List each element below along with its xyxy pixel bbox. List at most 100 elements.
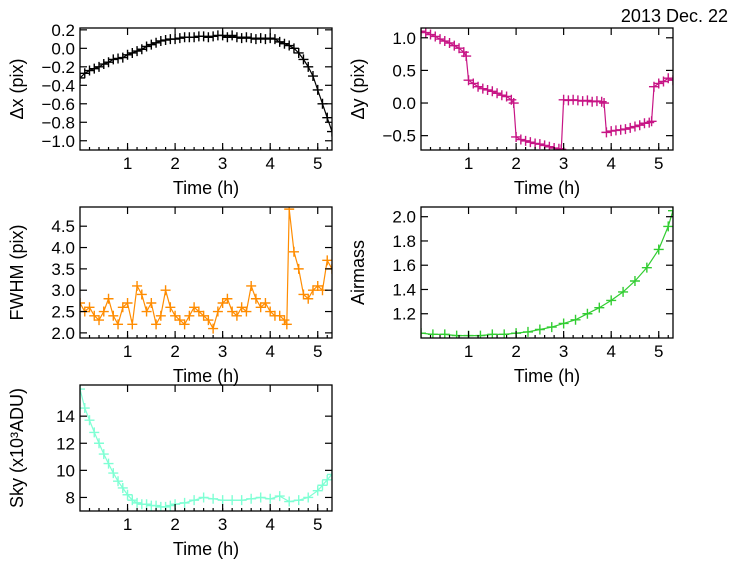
- dx-point: [127, 47, 138, 58]
- sky-point: [89, 427, 100, 438]
- sky-point: [80, 403, 90, 414]
- airmass-point: [475, 330, 486, 338]
- fwhm-point: [136, 289, 147, 300]
- airmass-point: [629, 275, 640, 286]
- dy-point: [634, 120, 645, 131]
- dy-point: [668, 75, 673, 86]
- sky-point: [165, 500, 176, 511]
- fwhm-point: [155, 310, 166, 321]
- fwhm-point: [236, 302, 247, 313]
- airmass-point: [618, 286, 629, 297]
- fwhm-point: [165, 302, 176, 313]
- dx-xlabel: Time (h): [173, 178, 239, 198]
- fwhm-point: [132, 280, 143, 291]
- dx-point: [103, 57, 114, 68]
- fwhm-ylabel: FWHM (pix): [7, 225, 27, 321]
- fwhm-ytick-label: 3.5: [51, 260, 75, 279]
- dy-xtick-label: 3: [559, 154, 568, 173]
- fwhm-point: [312, 280, 323, 291]
- dx-point: [108, 54, 119, 65]
- fwhm-point: [141, 306, 152, 317]
- sky-point: [317, 480, 328, 491]
- dx-point: [94, 61, 105, 72]
- dx-xtick-label: 1: [123, 154, 132, 173]
- fwhm-xtick-label: 2: [170, 342, 179, 361]
- dy-point: [511, 131, 522, 142]
- dx-point: [227, 30, 238, 41]
- dx-point: [303, 61, 314, 72]
- fwhm-point: [217, 298, 228, 309]
- sky-xtick-label: 4: [265, 515, 274, 534]
- dx-point: [208, 31, 219, 42]
- fwhm-point: [322, 255, 332, 266]
- fwhm-xtick-label: 5: [313, 342, 322, 361]
- dy-point: [629, 121, 640, 132]
- fwhm-point: [174, 315, 185, 326]
- fwhm-point: [127, 319, 138, 330]
- dx-point: [279, 38, 290, 49]
- fwhm-point: [303, 293, 314, 304]
- dy-point: [487, 86, 498, 97]
- dx-markers: [80, 30, 332, 137]
- dy-point: [515, 134, 526, 145]
- dy-ytick-label: 0.5: [392, 61, 416, 80]
- fwhm-point: [208, 323, 219, 334]
- dy-point: [477, 83, 488, 94]
- sky-series-line: [80, 388, 332, 508]
- dx-point: [269, 34, 280, 45]
- dy-point: [430, 31, 441, 42]
- dx-point: [189, 32, 200, 43]
- dy-point: [625, 122, 636, 133]
- dx-point: [113, 53, 124, 64]
- sky-point: [208, 493, 219, 504]
- sky-point: [312, 485, 323, 496]
- sky-point: [132, 497, 143, 508]
- sky-point: [189, 495, 200, 506]
- fwhm-point: [255, 302, 266, 313]
- airmass-ylabel: Airmass: [348, 240, 368, 305]
- fwhm-point: [146, 298, 157, 309]
- dy-point: [421, 28, 426, 37]
- dx-xtick-label: 3: [218, 154, 227, 173]
- dx-point: [136, 44, 147, 55]
- dx-point: [231, 32, 242, 43]
- panel-airmass: 1 2 3 4 5 1.2 1.4 1.6 1.8 2.0 Time (h) Airmass: [348, 206, 674, 386]
- dx-point: [160, 35, 171, 46]
- fwhm-point: [222, 293, 233, 304]
- dx-point: [284, 40, 295, 51]
- sky-point: [98, 449, 109, 460]
- dx-point: [141, 41, 152, 52]
- dx-ytick-label: −0.6: [41, 95, 75, 114]
- dy-point: [435, 34, 446, 45]
- dx-point: [246, 33, 257, 44]
- fwhm-point: [246, 280, 257, 291]
- dy-point: [644, 117, 655, 128]
- airmass-point: [546, 322, 557, 333]
- dx-point: [274, 36, 285, 47]
- airmass-point: [641, 262, 652, 273]
- dx-point: [198, 31, 209, 42]
- fwhm-point: [151, 319, 162, 330]
- dx-xtick-label: 5: [313, 154, 322, 173]
- airmass-ytick-label: 2.0: [392, 208, 416, 227]
- sky-point: [293, 495, 304, 506]
- sky-point: [246, 493, 257, 504]
- fwhm-point: [227, 306, 238, 317]
- airmass-point: [570, 314, 581, 325]
- dx-point: [84, 65, 95, 76]
- fwhm-point: [250, 293, 261, 304]
- fwhm-point: [293, 263, 304, 274]
- fwhm-point: [241, 306, 252, 317]
- sky-point: [236, 495, 247, 506]
- dx-point: [255, 33, 266, 44]
- sky-point: [255, 492, 266, 503]
- fwhm-point: [103, 293, 114, 304]
- dx-point: [89, 63, 100, 74]
- dy-ytick-label: −0.5: [382, 127, 416, 146]
- sky-point: [322, 474, 332, 485]
- airmass-point: [668, 207, 673, 216]
- fwhm-point: [189, 302, 200, 313]
- dy-point: [653, 78, 664, 89]
